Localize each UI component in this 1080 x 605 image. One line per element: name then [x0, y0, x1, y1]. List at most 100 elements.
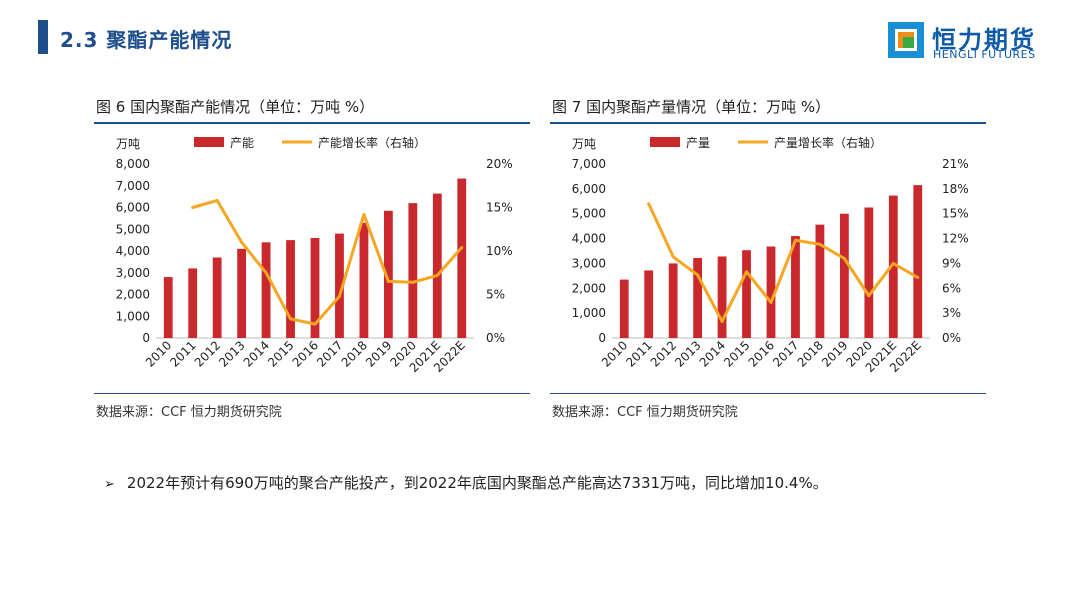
y2-tick-label: 3%	[942, 306, 961, 320]
growth-point-2012	[671, 255, 675, 259]
bar-2014	[717, 256, 727, 338]
y-tick-label: 4,000	[572, 232, 606, 246]
y-tick-label: 3,000	[572, 256, 606, 270]
x-tick-label: 2013	[216, 338, 247, 369]
figure-6-bottom-rule	[94, 393, 530, 394]
x-tick-label: 2016	[290, 338, 321, 369]
x-tick-label: 2017	[314, 338, 345, 369]
y-tick-label: 5,000	[116, 222, 150, 236]
bar-2012	[212, 257, 222, 338]
growth-point-2013	[696, 273, 700, 277]
growth-point-2019	[386, 279, 390, 283]
y2-tick-label: 15%	[486, 201, 513, 215]
arrow-bullet-icon: ➢	[104, 477, 115, 492]
legend-bar-label: 产能	[230, 136, 254, 150]
growth-rate-line	[647, 203, 919, 323]
y2-tick-label: 18%	[942, 182, 969, 196]
x-tick-label: 2014	[697, 338, 728, 369]
growth-point-2018	[362, 212, 366, 216]
growth-point-2017	[337, 294, 341, 298]
y-tick-label: 2,000	[572, 281, 606, 295]
x-tick-label: 2013	[672, 338, 703, 369]
bar-2020	[408, 203, 418, 338]
figure-6-top-rule	[94, 122, 530, 124]
y-tick-label: 0	[598, 331, 606, 345]
y-tick-label: 6,000	[572, 182, 606, 196]
y2-tick-label: 0%	[486, 331, 505, 345]
y-tick-label: 4,000	[116, 244, 150, 258]
bar-2021E	[432, 193, 442, 338]
y2-tick-label: 20%	[486, 157, 513, 171]
x-tick-label: 2015	[721, 338, 752, 369]
title-accent-bar	[38, 20, 48, 54]
figure-6-source: 数据来源：CCF 恒力期货研究院	[96, 405, 282, 420]
x-tick-label: 2011	[167, 338, 198, 369]
y-tick-label: 1,000	[572, 306, 606, 320]
x-tick-label: 2018	[339, 338, 370, 369]
y-tick-label: 7,000	[116, 179, 150, 193]
growth-point-2015	[745, 270, 749, 274]
capacity-chart: 万吨 产能 产能增长率（右轴） 0 1,000 2,000 3,000 4,000 5,000 6…	[116, 135, 513, 375]
growth-point-2021E	[435, 273, 439, 277]
y-tick-label: 0	[142, 331, 150, 345]
growth-point-2011	[647, 202, 651, 206]
growth-point-2016	[313, 322, 317, 326]
y2-tick-label: 6%	[942, 281, 961, 295]
growth-point-2017	[793, 238, 797, 242]
growth-point-2014	[720, 319, 724, 323]
legend-line-label: 产量增长率（右轴）	[774, 135, 882, 150]
legend-bar-label: 产量	[686, 136, 710, 150]
bar-2018	[815, 224, 825, 338]
bar-2018	[359, 222, 369, 338]
bar-2010	[619, 279, 629, 338]
bar-2022E	[457, 178, 467, 338]
y-tick-label: 6,000	[116, 201, 150, 215]
y-tick-label: 1,000	[116, 309, 150, 323]
bar-2011	[644, 270, 654, 338]
bar-2012	[668, 263, 678, 338]
bar-2016	[766, 246, 776, 338]
y-tick-label: 8,000	[116, 157, 150, 171]
bar-2013	[693, 257, 703, 338]
x-tick-label: 2012	[192, 338, 223, 369]
figure-7-source: 数据来源：CCF 恒力期货研究院	[552, 405, 738, 420]
y-tick-label: 5,000	[572, 207, 606, 221]
logo-subtitle: HENGLI FUTURES	[933, 48, 1036, 61]
bar-2010	[163, 277, 173, 338]
bar-2022E	[913, 185, 923, 338]
unit-label: 万吨	[116, 137, 140, 151]
legend-line-label: 产能增长率（右轴）	[318, 135, 426, 150]
y2-tick-label: 10%	[486, 244, 513, 258]
bar-2015	[286, 240, 295, 338]
x-tick-label: 2019	[819, 338, 850, 369]
x-tick-label: 2019	[363, 338, 394, 369]
bar-2019	[383, 210, 393, 338]
y-tick-label: 7,000	[572, 157, 606, 171]
y2-tick-label: 15%	[942, 207, 969, 221]
growth-point-2011	[191, 206, 195, 209]
bar-2014	[261, 242, 271, 338]
x-tick-label: 2014	[241, 338, 272, 369]
growth-point-2019	[842, 256, 846, 260]
bar-2011	[188, 268, 198, 338]
legend-bar-swatch	[194, 137, 224, 147]
y2-tick-label: 21%	[942, 157, 969, 171]
unit-label: 万吨	[572, 137, 596, 151]
growth-point-2015	[289, 317, 293, 321]
legend-bar-swatch	[650, 137, 680, 147]
bar-2017	[791, 236, 800, 338]
bar-2015	[742, 250, 751, 338]
figure-7-top-rule	[550, 122, 986, 124]
growth-point-2013	[240, 240, 244, 244]
growth-point-2020	[867, 294, 871, 298]
bar-2019	[839, 213, 849, 338]
x-tick-label: 2011	[623, 338, 654, 369]
growth-rate-line	[192, 199, 463, 326]
figure-7-bottom-rule	[550, 393, 986, 394]
y2-tick-label: 5%	[486, 288, 505, 302]
figure-6-title: 图 6 国内聚酯产能情况（单位：万吨 %）	[96, 98, 375, 116]
y-tick-label: 3,000	[116, 266, 150, 280]
growth-point-2022E	[916, 276, 920, 280]
figure-7-title: 图 7 国内聚酯产量情况（单位：万吨 %）	[552, 98, 831, 116]
summary-bullet: ➢ 2022年预计有690万吨的聚合产能投产，到2022年底国内聚酯总产能高达73…	[104, 472, 828, 493]
